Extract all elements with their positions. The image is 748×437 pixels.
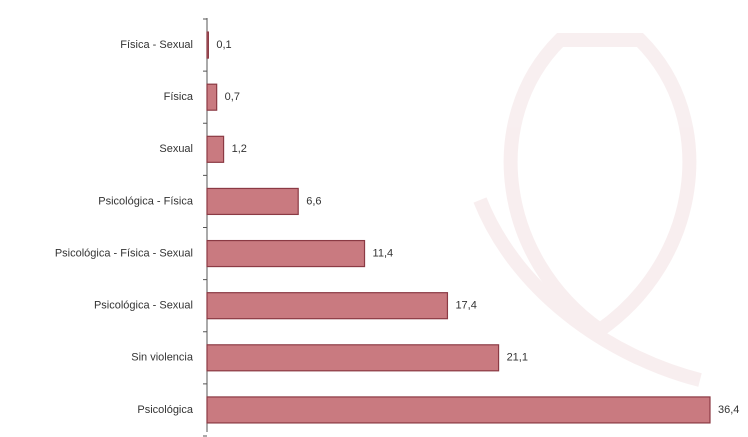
category-label: Física bbox=[164, 91, 194, 103]
bar bbox=[206, 239, 366, 268]
value-label: 36,4 bbox=[718, 404, 739, 416]
value-label: 21,1 bbox=[507, 352, 528, 364]
bar bbox=[206, 344, 500, 372]
category-label: Psicológica bbox=[137, 404, 194, 416]
value-label: 17,4 bbox=[455, 300, 476, 312]
value-label: 11,4 bbox=[373, 247, 394, 259]
bar bbox=[206, 83, 218, 111]
background-decoration bbox=[473, 33, 702, 387]
category-label: Psicológica - Sexual bbox=[94, 300, 193, 312]
category-label: Física - Sexual bbox=[120, 39, 193, 51]
category-label: Psicológica - Física - Sexual bbox=[55, 247, 193, 259]
category-label: Sexual bbox=[159, 143, 193, 155]
bar bbox=[206, 31, 209, 59]
value-label: 6,6 bbox=[306, 195, 321, 207]
value-label: 0,1 bbox=[216, 39, 231, 51]
category-label: Psicológica - Física bbox=[98, 195, 194, 207]
bar bbox=[206, 396, 711, 424]
value-label: 1,2 bbox=[232, 143, 247, 155]
bar bbox=[206, 187, 299, 216]
value-label: 0,7 bbox=[225, 91, 240, 103]
bar bbox=[206, 292, 449, 320]
bar bbox=[206, 135, 225, 163]
category-label: Sin violencia bbox=[131, 352, 194, 364]
